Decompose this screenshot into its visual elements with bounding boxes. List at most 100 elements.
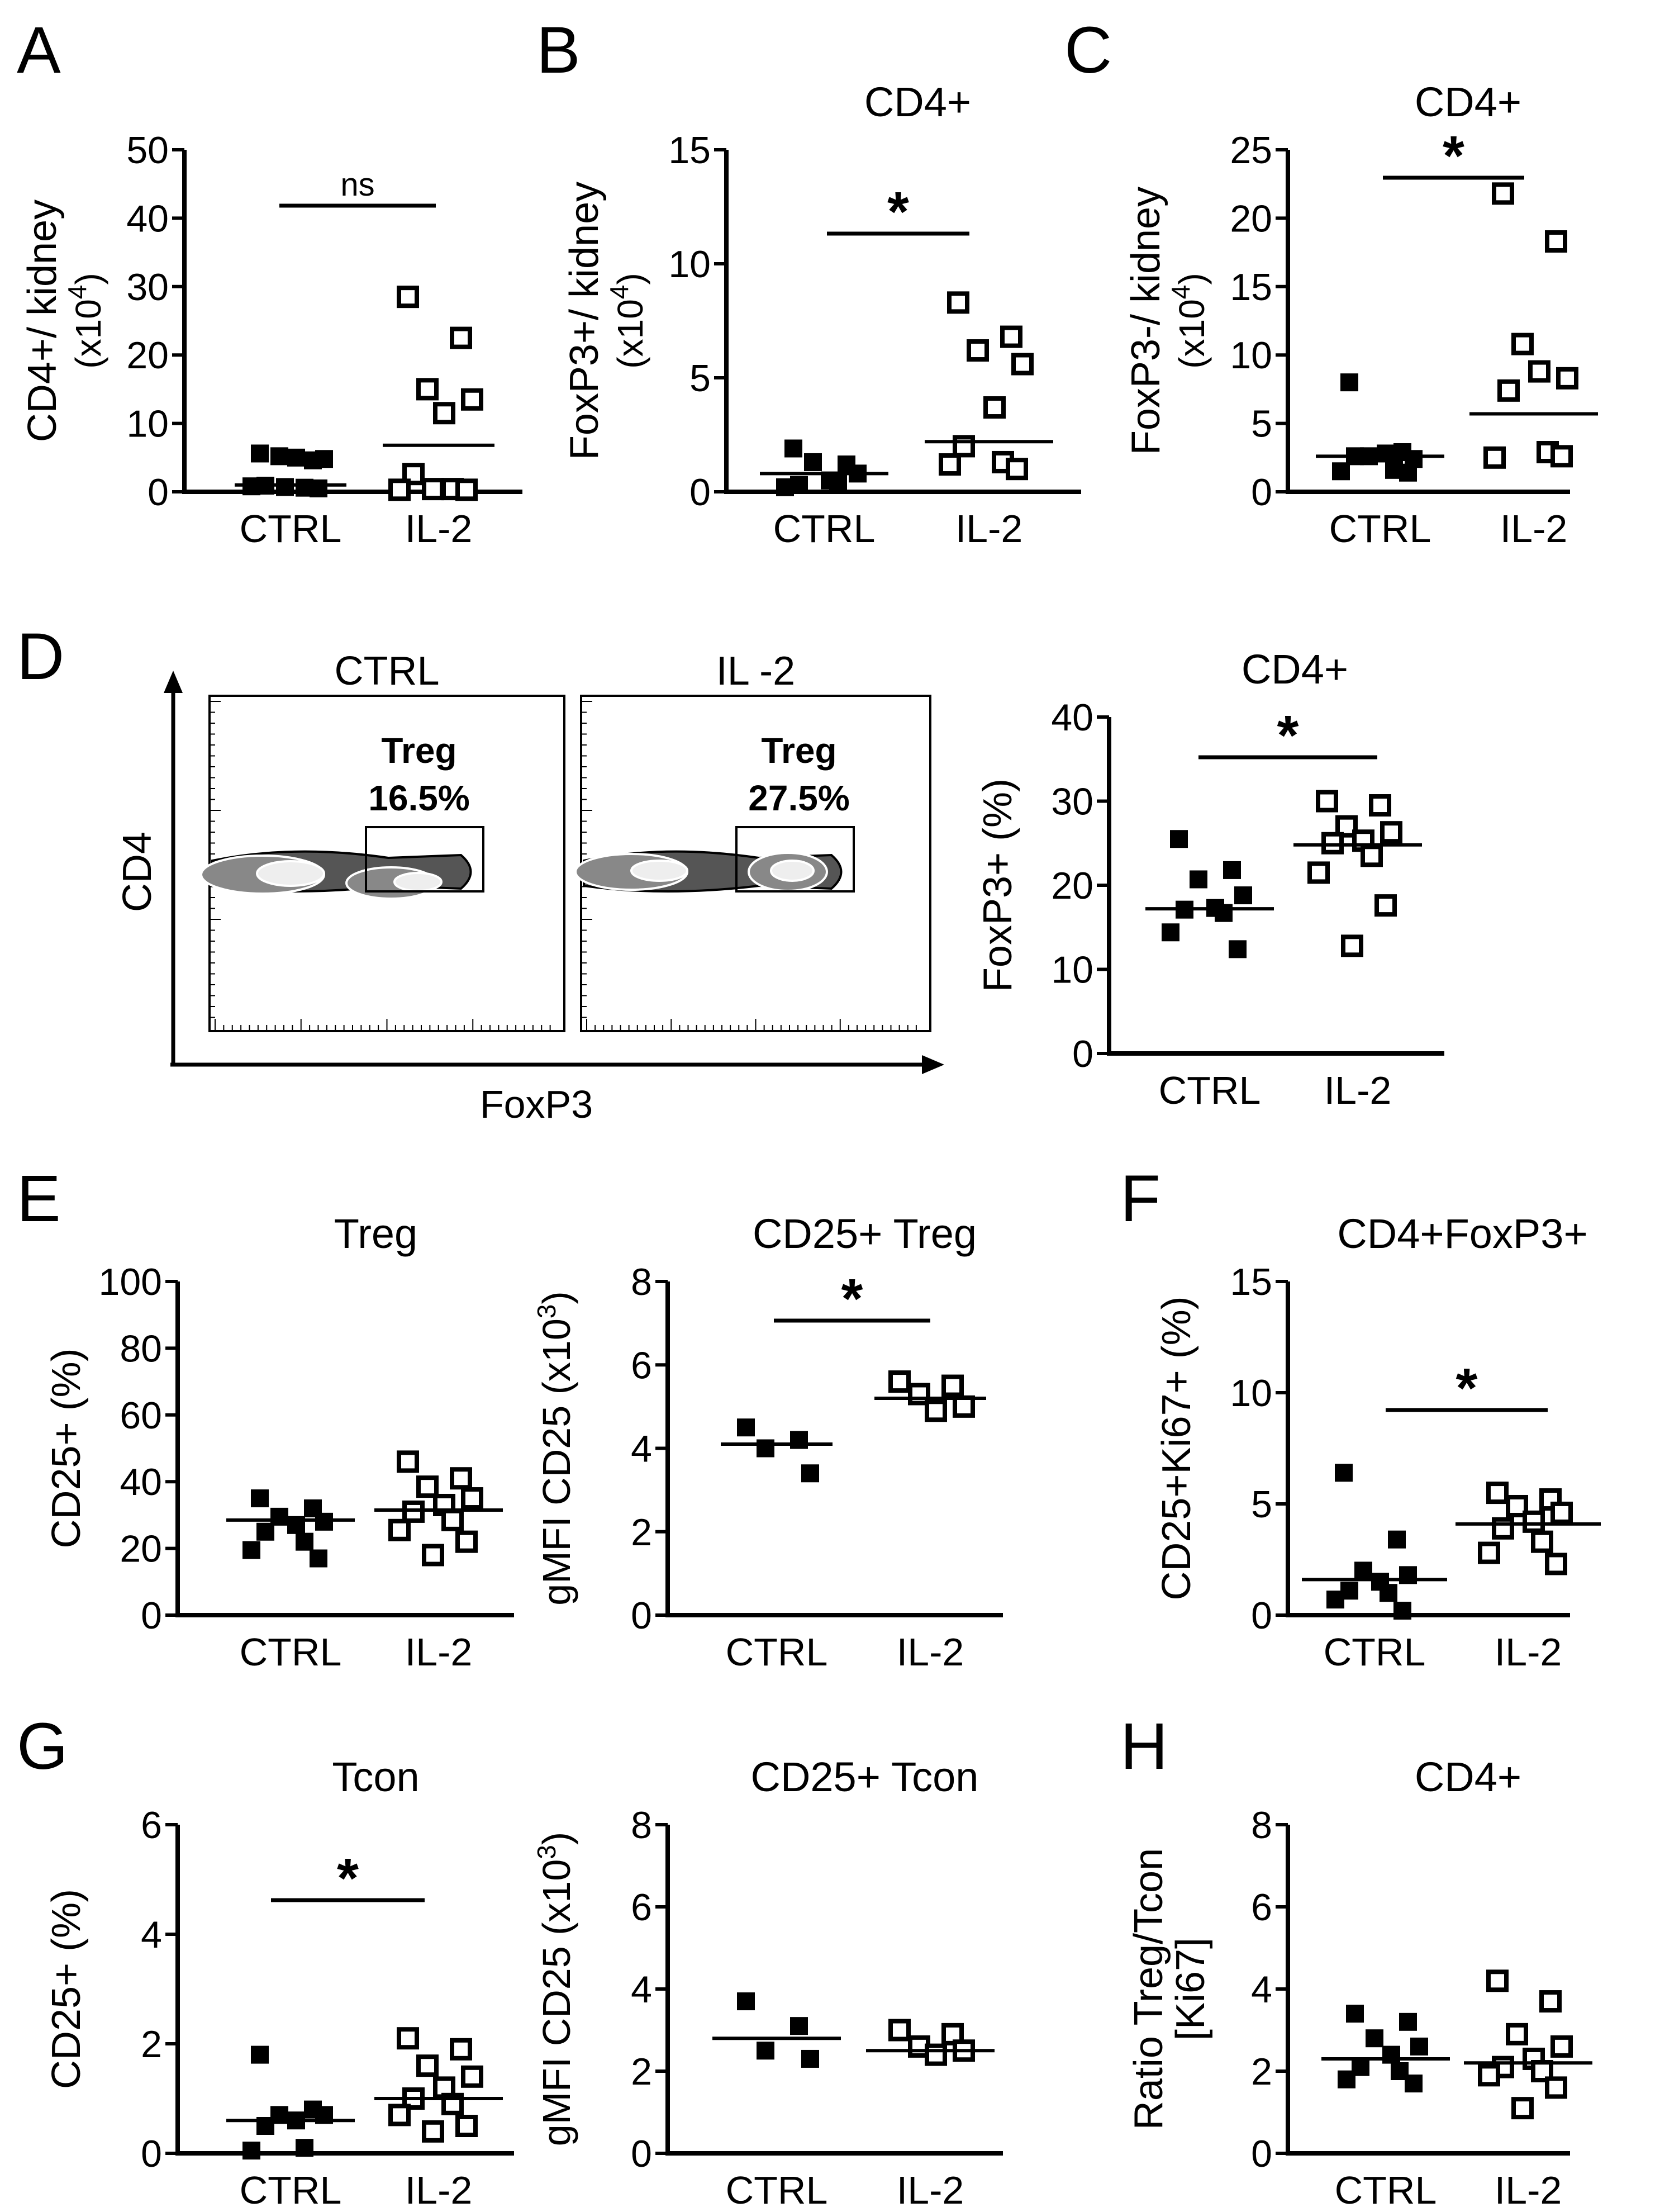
data-point-il2 — [888, 1370, 911, 1393]
unit-base: (x10 — [68, 299, 108, 369]
y-tick-label: 8 — [631, 1261, 652, 1303]
y-tick-label: 4 — [1251, 1968, 1272, 2011]
data-point-il2 — [416, 378, 439, 401]
y-tick-label: 5 — [1251, 1483, 1272, 1526]
y-tick-label: 5 — [689, 357, 711, 400]
y-tick-label: 40 — [1051, 696, 1093, 739]
data-point-il2 — [1011, 353, 1034, 376]
x-tick-label: IL-2 — [1500, 507, 1568, 550]
data-point-il2 — [1492, 182, 1514, 205]
data-point-il2 — [1545, 2076, 1567, 2099]
x-tick-label: IL-2 — [955, 507, 1023, 550]
data-point-il2 — [422, 2120, 444, 2143]
data-point-ctrl — [1380, 1584, 1397, 1602]
chart-e2: 0 2 4 6 8 CTRL IL-2 CD25+ Treg gMFI CD25 (x103) * — [532, 1211, 1003, 1674]
data-point-il2 — [1361, 844, 1383, 867]
data-point-ctrl — [1410, 2037, 1428, 2056]
y-tick-label: 6 — [631, 1886, 652, 1929]
data-point-il2 — [1528, 360, 1550, 383]
data-point-ctrl — [315, 450, 333, 468]
data-point-il2 — [397, 286, 419, 308]
data-point-ctrl — [296, 1532, 313, 1551]
unit-close: ) — [68, 273, 108, 284]
label-text: gMFI CD25 — [535, 1406, 578, 1606]
y-tick-label: 20 — [1230, 197, 1272, 240]
significance-label: * — [337, 1847, 359, 1910]
y-tick-label: 0 — [1251, 2133, 1272, 2175]
chart-title: Tcon — [332, 1754, 419, 1800]
gate-percentage: 16.5% — [368, 778, 469, 818]
label-text: gMFI CD25 — [535, 1946, 578, 2146]
data-point-ctrl — [804, 453, 822, 471]
data-point-il2 — [953, 1395, 975, 1418]
data-point-ctrl — [790, 2017, 808, 2035]
data-point-il2 — [388, 2104, 411, 2126]
y-tick-label: 0 — [141, 2133, 162, 2175]
chart-h: 0 2 4 6 8 CTRL IL-2 CD4+ Ratio Treg/Tcon[Ki67] — [1126, 1754, 1592, 2212]
x-tick-label: IL-2 — [897, 1630, 964, 1674]
y-tick-label: 2 — [141, 2023, 162, 2066]
flow-contour-ring — [630, 860, 688, 882]
label-space — [535, 1935, 578, 1946]
y-tick-label: 0 — [1251, 471, 1272, 514]
data-point-il2 — [1006, 458, 1028, 481]
data-point-il2 — [1000, 325, 1022, 348]
gate-label: Treg — [761, 730, 836, 771]
data-point-ctrl — [1388, 1530, 1406, 1549]
data-point-ctrl — [1162, 923, 1179, 942]
y-tick-label: 0 — [689, 471, 711, 514]
y-tick-label: 10 — [1230, 1372, 1272, 1414]
y-tick-label: 0 — [141, 1594, 162, 1637]
chart-b: 0 5 10 15 CTRL IL-2 CD4+ FoxP3+/ kidney (x104) * — [562, 79, 1081, 550]
flow-x-axis-label: FoxP3 — [480, 1083, 593, 1126]
y-tick-label: 20 — [120, 1528, 162, 1570]
data-point-il2 — [947, 291, 969, 314]
data-point-il2 — [397, 1450, 419, 1473]
data-point-ctrl — [1366, 2029, 1383, 2048]
data-point-il2 — [416, 2054, 439, 2077]
y-tick-label: 60 — [120, 1394, 162, 1437]
data-point-il2 — [1497, 379, 1520, 402]
flow-plot-il2: IL -2 Treg 27.5% — [574, 649, 931, 1032]
y-tick-label: 0 — [1251, 1594, 1272, 1637]
data-point-ctrl — [276, 478, 294, 496]
data-point-ctrl — [296, 2139, 313, 2157]
data-point-il2 — [1556, 367, 1578, 390]
x-tick-label: CTRL — [1159, 1069, 1261, 1112]
y-axis-label: CD25+ (%) — [44, 1889, 89, 2089]
data-point-ctrl — [310, 479, 327, 497]
data-point-ctrl — [256, 1522, 274, 1541]
data-point-ctrl — [251, 2045, 269, 2064]
unit-exponent: 4 — [605, 285, 634, 300]
y-tick-label: 15 — [1230, 266, 1272, 308]
data-point-il2 — [461, 1487, 483, 1510]
y-tick-label: 2 — [1251, 2050, 1272, 2093]
unit-exponent: 3 — [532, 1845, 561, 1859]
data-point-il2 — [433, 402, 455, 425]
data-point-ctrl — [1338, 2070, 1355, 2088]
y-tick-label: 10 — [126, 403, 169, 445]
data-point-il2 — [1478, 1541, 1500, 1564]
data-point-ctrl — [1335, 1464, 1353, 1482]
y-axis-label: Ratio Treg/Tcon — [1126, 1848, 1171, 2130]
x-tick-label: CTRL — [726, 2168, 828, 2212]
chart-title: CD4+ — [1415, 1754, 1521, 1800]
flow-cytometry-panel: FoxP3 CD4 CTRL Treg 16.5% IL -2 Treg 27.5% — [115, 649, 944, 1126]
chart-c: 0 5 10 15 20 25 CTRL IL-2 CD4+ FoxP3-/ kidney (x10… — [1124, 79, 1598, 550]
data-point-il2 — [388, 1518, 411, 1541]
data-point-il2 — [450, 326, 472, 349]
data-point-il2 — [1492, 1517, 1514, 1540]
unit-close: ) — [535, 1291, 578, 1304]
data-point-ctrl — [1170, 830, 1188, 848]
chart-a: 0 10 20 30 40 50 CTRL IL-2 CD4+/ kidney (x104) ns — [20, 129, 522, 550]
chart-g1: 0 2 4 6 CTRL IL-2 Tcon CD25+ (%) * — [44, 1754, 514, 2212]
flow-x-arrowhead — [922, 1055, 944, 1074]
panel-letter-a: A — [17, 13, 61, 87]
data-point-il2 — [455, 478, 478, 501]
data-point-ctrl — [1229, 940, 1247, 958]
data-point-il2 — [388, 478, 411, 501]
data-point-ctrl — [801, 2049, 819, 2068]
y-tick-label: 30 — [1051, 781, 1093, 823]
